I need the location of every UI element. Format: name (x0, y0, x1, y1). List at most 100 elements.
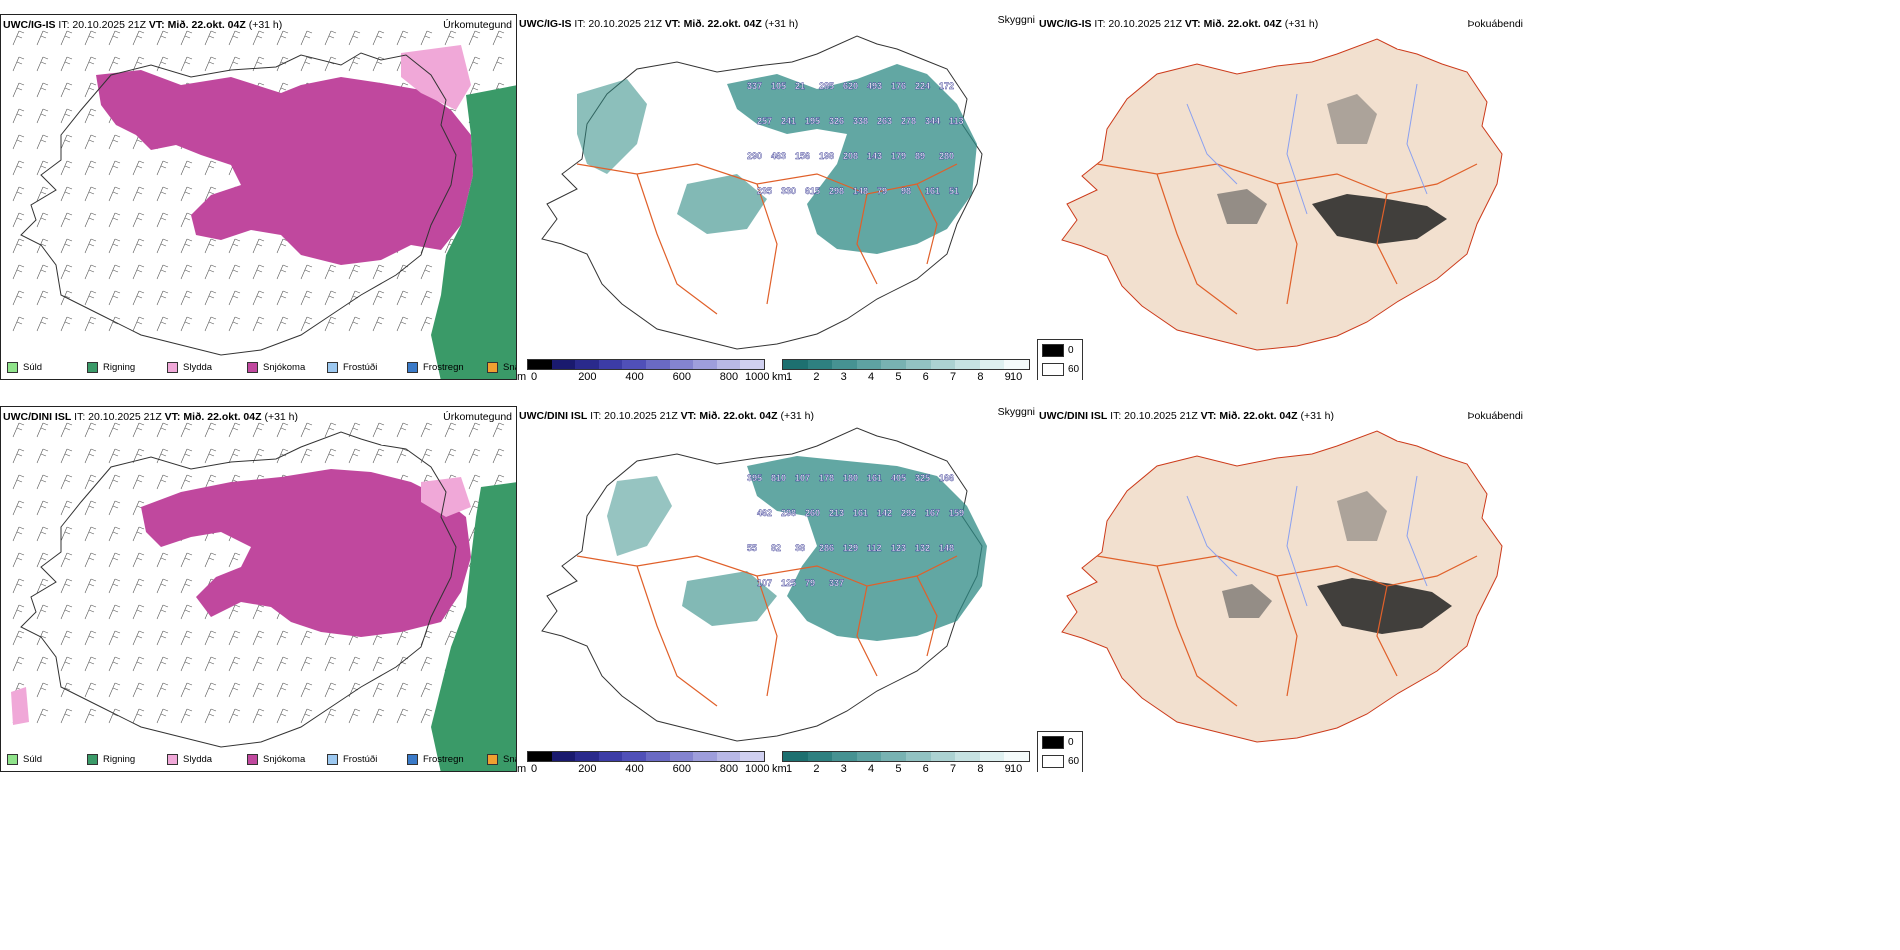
wind-barb (12, 212, 25, 228)
wind-barb (180, 448, 193, 464)
colorbar-block (1004, 360, 1029, 369)
wind-barb (180, 290, 193, 306)
wind-barb (324, 30, 337, 46)
legend-label: Snjókoma (263, 754, 306, 765)
wind-barb (300, 290, 313, 306)
ceiling-label: 105 (771, 81, 786, 91)
wind-barb (252, 708, 265, 724)
wind-barb (204, 448, 217, 464)
wind-barb (132, 604, 145, 620)
wind-barb (180, 264, 193, 280)
wind-barb (420, 656, 433, 672)
legend-item: Frostúði (327, 754, 407, 765)
road-network (1096, 163, 1478, 315)
wind-barb (84, 708, 97, 724)
wind-barb (12, 422, 25, 438)
vt-label: VT: (1184, 18, 1201, 30)
vt-label: VT: (1200, 410, 1217, 422)
colorbar-tick: 4 (868, 763, 875, 772)
wind-barb (204, 682, 217, 698)
wind-barb (12, 290, 25, 306)
lead-time: (+31 h) (264, 411, 299, 423)
wind-barb (228, 604, 241, 620)
wind-barb (36, 708, 49, 724)
wind-barb (156, 186, 169, 202)
wind-barb (132, 212, 145, 228)
legend-label: Snæhagl (503, 362, 516, 373)
ceiling-label: 51 (949, 186, 959, 196)
ceiling-label: 298 (781, 508, 796, 518)
ceiling-label: 79 (805, 578, 815, 588)
wind-barb (108, 578, 121, 594)
legend-label: Frostregn (423, 362, 464, 373)
ceiling-label: 123 (891, 543, 906, 553)
wind-barb (60, 422, 73, 438)
fog-gray (1337, 491, 1387, 541)
colorbar-block (622, 360, 646, 369)
teal-cloud (607, 476, 672, 556)
wind-barb (84, 108, 97, 124)
ceiling-label: 79 (877, 186, 887, 196)
colorbar-tick: 200 (578, 371, 597, 380)
wind-barb (396, 30, 409, 46)
ceiling-blocks (527, 751, 765, 762)
panel-title: UWC/IG-IS IT: 20.10.2025 21Z VT: Mið. 22… (3, 19, 282, 31)
wind-barb (84, 500, 97, 516)
wind-barb (348, 264, 361, 280)
colorbar-block (905, 752, 931, 761)
visibility-map: 395 810 107 178 180 161 405 325 166 462 298 260 213 1… (541, 427, 987, 742)
wind-barb (84, 316, 97, 332)
wind-barb (444, 30, 457, 46)
colorbar-block (645, 752, 670, 761)
wind-barb (12, 56, 25, 72)
legend-swatch (247, 362, 258, 373)
colorbar-tick: 4 (868, 371, 875, 380)
ceiling-label: 493 (867, 81, 882, 91)
legend-swatch (87, 362, 98, 373)
colorbar-block (598, 360, 623, 369)
legend-item: Slydda (167, 754, 247, 765)
colorbar-block (955, 752, 980, 761)
wind-barb (108, 30, 121, 46)
wind-barb (132, 526, 145, 542)
wind-barb (60, 604, 73, 620)
colorbar-block (856, 752, 882, 761)
colorbar-tick: 5 (895, 371, 902, 380)
wind-barb (108, 526, 121, 542)
colorbar-tick: 2 (813, 763, 820, 772)
wind-barb (84, 682, 97, 698)
ceiling-label: 330 (781, 186, 796, 196)
colorbar-block (551, 360, 576, 369)
wind-barb (420, 30, 433, 46)
legend-item: Frostúði (327, 362, 407, 373)
ceiling-label: 290 (747, 151, 762, 161)
wind-barb (84, 212, 97, 228)
valid-time: Mið. 22.okt. 04Z (167, 19, 246, 31)
init-time: IT: 20.10.2025 21Z (1094, 18, 1182, 30)
model-name: UWC/DINI ISL (519, 410, 588, 422)
legend-label: Frostúði (343, 362, 378, 373)
wind-barb (60, 56, 73, 72)
fog-gray (1327, 94, 1377, 144)
wind-barb (36, 82, 49, 98)
teal-cloud (727, 64, 977, 254)
colorbar-block (598, 752, 623, 761)
wind-barb (84, 290, 97, 306)
ceiling-label: 615 (805, 186, 820, 196)
fog-gray (1222, 584, 1272, 618)
wind-barb (156, 56, 169, 72)
colorbar-tick: 400 (625, 371, 644, 380)
legend-swatch (327, 362, 338, 373)
wind-barb (228, 708, 241, 724)
panel-title: UWC/DINI ISL IT: 20.10.2025 21Z VT: Mið.… (1039, 410, 1334, 422)
colorbar-block (528, 360, 552, 369)
wind-barb (108, 422, 121, 438)
wind-barb (180, 422, 193, 438)
ceiling-label: 337 (829, 578, 844, 588)
legend-swatch (247, 754, 258, 765)
ceiling-unit: m (517, 763, 527, 772)
panel-title: UWC/IG-IS IT: 20.10.2025 21Z VT: Mið. 22… (519, 18, 798, 30)
wind-barb (324, 656, 337, 672)
wind-barb (444, 448, 457, 464)
wind-barb (324, 56, 337, 72)
